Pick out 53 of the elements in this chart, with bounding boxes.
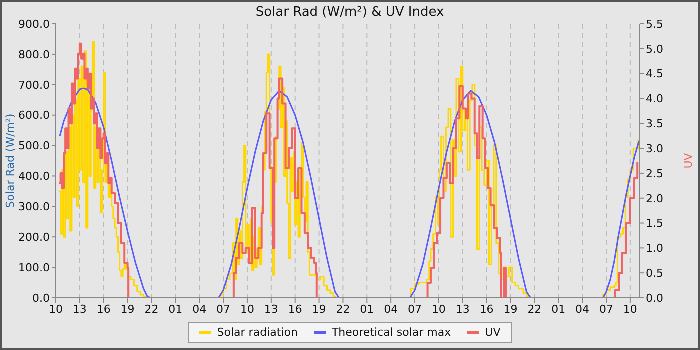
x-tick-label: 13 — [72, 302, 87, 316]
x-tick-label: 04 — [384, 302, 398, 316]
x-tick-label: 13 — [456, 302, 470, 316]
y-axis-title: Solar Rad (W/m²) — [4, 114, 17, 208]
x-tick-label: 16 — [480, 302, 494, 316]
y2-tick-label: 2.0 — [646, 192, 664, 206]
x-tick-label: 22 — [528, 302, 542, 316]
y2-tick-label: 0.5 — [646, 266, 664, 280]
y-tick-label: 200.0 — [18, 231, 50, 244]
x-tick-label: 19 — [504, 302, 518, 316]
x-tick-label: 01 — [168, 302, 183, 316]
legend-label: Solar radiation — [217, 326, 298, 339]
y2-tick-label: 1.5 — [646, 217, 664, 230]
x-tick-label: 22 — [336, 302, 350, 316]
y-tick-label: 300.0 — [18, 200, 50, 214]
x-tick-label: 22 — [144, 302, 159, 316]
y-tick-label: 600.0 — [18, 109, 50, 122]
x-tick-label: 01 — [360, 302, 374, 316]
x-tick-label: 10 — [240, 302, 254, 316]
x-tick-label: 07 — [216, 302, 231, 316]
x-tick-label: 16 — [96, 302, 111, 316]
x-tick-label: 04 — [576, 302, 590, 316]
x-tick-label: 04 — [192, 302, 207, 316]
y2-tick-label: 5.5 — [646, 18, 664, 31]
x-tick-label: 16 — [288, 302, 302, 316]
y2-tick-label: 2.5 — [646, 167, 664, 180]
y2-tick-label: 1.0 — [646, 242, 664, 256]
y2-tick-label: 3.5 — [646, 118, 664, 131]
y2-tick-label: 4.5 — [646, 68, 664, 81]
x-tick-label: 19 — [120, 302, 135, 316]
y2-tick-label: 0.0 — [646, 292, 664, 305]
y2-tick-label: 3.0 — [646, 142, 664, 156]
y-tick-label: 500.0 — [18, 140, 50, 153]
y2-axis-title: UV — [682, 152, 695, 169]
y-tick-label: 800.0 — [18, 48, 50, 62]
x-tick-label: 10 — [49, 302, 63, 316]
y2-tick-label: 5.0 — [646, 42, 664, 56]
chart-title: Solar Rad (W/m²) & UV Index — [256, 5, 444, 20]
y-tick-label: 900.0 — [18, 18, 50, 31]
x-tick-label: 19 — [312, 302, 326, 316]
x-tick-label: 10 — [623, 302, 638, 316]
y2-tick-label: 4.0 — [646, 92, 664, 106]
y-tick-label: 400.0 — [18, 170, 50, 184]
x-tick-label: 13 — [264, 302, 278, 316]
x-tick-label: 07 — [599, 302, 614, 316]
legend-label: Theoretical solar max — [332, 326, 452, 339]
x-tick-label: 10 — [432, 302, 446, 316]
y-tick-label: 0.0 — [32, 292, 50, 305]
x-tick-label: 01 — [552, 302, 566, 316]
y-tick-label: 100.0 — [18, 261, 50, 274]
legend-label: UV — [485, 326, 501, 339]
y-tick-label: 700.0 — [18, 78, 50, 92]
x-tick-label: 07 — [408, 302, 422, 316]
